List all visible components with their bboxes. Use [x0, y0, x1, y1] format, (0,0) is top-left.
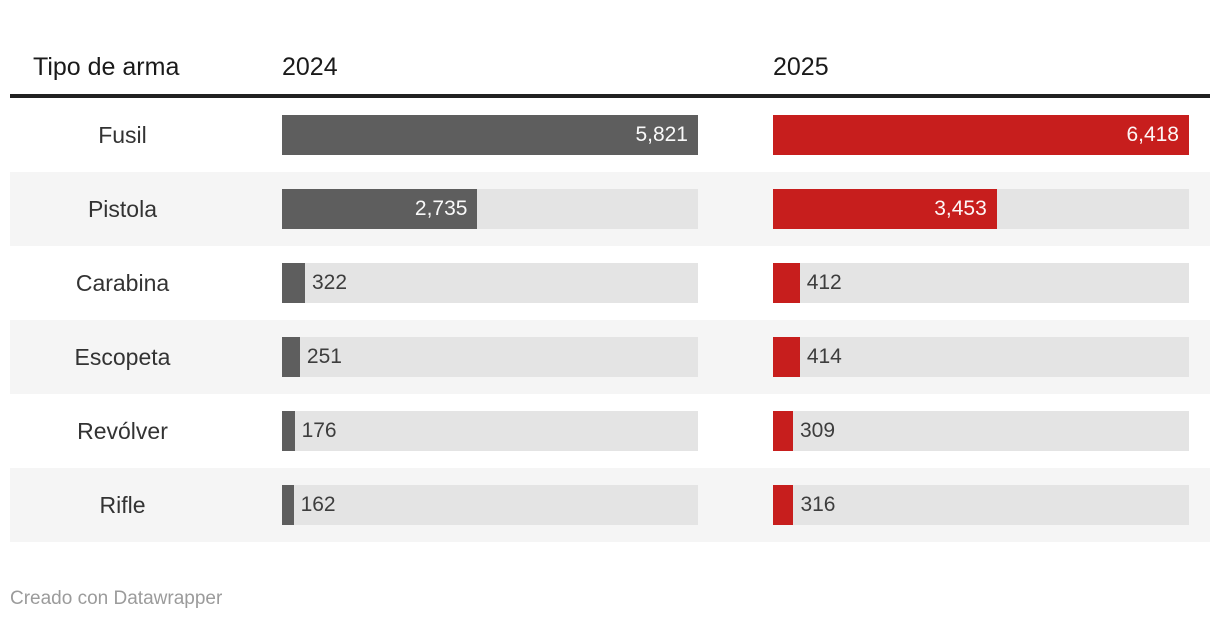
- bar-value: 412: [806, 271, 842, 294]
- bar-2024-fusil: 5,821: [282, 115, 698, 155]
- table-row-carabina: Carabina 322 412: [10, 246, 1210, 320]
- column-header-2025: 2025: [773, 53, 829, 81]
- bar-track: 6,418: [773, 115, 1189, 155]
- bar-cell-2024: 176: [235, 411, 708, 451]
- row-label: Pistola: [87, 196, 158, 222]
- bar-track: 309: [773, 411, 1189, 451]
- bar-value: 309: [800, 419, 836, 442]
- bar-value: 5,821: [635, 123, 688, 146]
- row-label: Carabina: [75, 270, 170, 296]
- bar-value: 322: [312, 271, 348, 294]
- bar-track: 316: [773, 485, 1189, 525]
- bar-track: 176: [282, 411, 698, 451]
- bar-track: 162: [282, 485, 698, 525]
- bar-track: 412: [773, 263, 1189, 303]
- bar-cell-2025: 3,453: [708, 189, 1189, 229]
- bar-cell-2025: 414: [708, 337, 1189, 377]
- bar-2024-revolver: [282, 411, 295, 451]
- bar-value: 162: [300, 493, 336, 516]
- header-rule: [10, 94, 1210, 98]
- bar-value: 414: [806, 345, 842, 368]
- bar-2025-escopeta: [773, 337, 800, 377]
- bar-value: 6,418: [1126, 123, 1179, 146]
- table-row-escopeta: Escopeta 251 414: [10, 320, 1210, 394]
- table-row-pistola: Pistola 2,735 3,453: [10, 172, 1210, 246]
- bar-track: 414: [773, 337, 1189, 377]
- bar-track: 3,453: [773, 189, 1189, 229]
- bar-track: 251: [282, 337, 698, 377]
- bar-track: 5,821: [282, 115, 698, 155]
- bar-cell-2024: 5,821: [235, 115, 708, 155]
- row-label: Revólver: [77, 418, 168, 444]
- bar-cell-2025: 316: [708, 485, 1189, 525]
- table-row-revolver: Revólver 176 309: [10, 394, 1210, 468]
- bar-cell-2024: 162: [235, 485, 708, 525]
- bar-2025-carabina: [773, 263, 800, 303]
- column-header-2024: 2024: [282, 53, 338, 81]
- bar-2025-fusil: 6,418: [773, 115, 1189, 155]
- bar-2025-revolver: [773, 411, 793, 451]
- bar-cell-2025: 6,418: [708, 115, 1189, 155]
- bar-2025-rifle: [773, 485, 794, 525]
- row-label: Fusil: [98, 122, 147, 148]
- bar-value: 251: [306, 345, 342, 368]
- bar-2024-escopeta: [282, 337, 300, 377]
- table-header-row: Tipo de arma 2024 2025: [10, 0, 1210, 82]
- bar-cell-2025: 309: [708, 411, 1189, 451]
- row-label: Rifle: [99, 492, 146, 518]
- bar-2025-pistola: 3,453: [773, 189, 997, 229]
- bar-track: 2,735: [282, 189, 698, 229]
- bar-cell-2024: 322: [235, 263, 708, 303]
- table-body: Fusil 5,821 6,418 Pistola: [10, 98, 1210, 542]
- bar-value: 316: [800, 493, 836, 516]
- bar-cell-2025: 412: [708, 263, 1189, 303]
- table-row-rifle: Rifle 162 316: [10, 468, 1210, 542]
- bar-cell-2024: 2,735: [235, 189, 708, 229]
- bar-cell-2024: 251: [235, 337, 708, 377]
- bar-value: 3,453: [934, 197, 987, 220]
- bar-value: 176: [301, 419, 337, 442]
- bar-value: 2,735: [414, 197, 468, 220]
- column-header-tipo-de-arma: Tipo de arma: [33, 53, 180, 81]
- bar-2024-rifle: [282, 485, 294, 525]
- row-label: Escopeta: [74, 344, 171, 370]
- bar-2024-pistola: 2,735: [282, 189, 478, 229]
- datawrapper-credit-link[interactable]: Creado con Datawrapper: [10, 588, 223, 609]
- table-row-fusil: Fusil 5,821 6,418: [10, 98, 1210, 172]
- bar-track: 322: [282, 263, 698, 303]
- bar-2024-carabina: [282, 263, 305, 303]
